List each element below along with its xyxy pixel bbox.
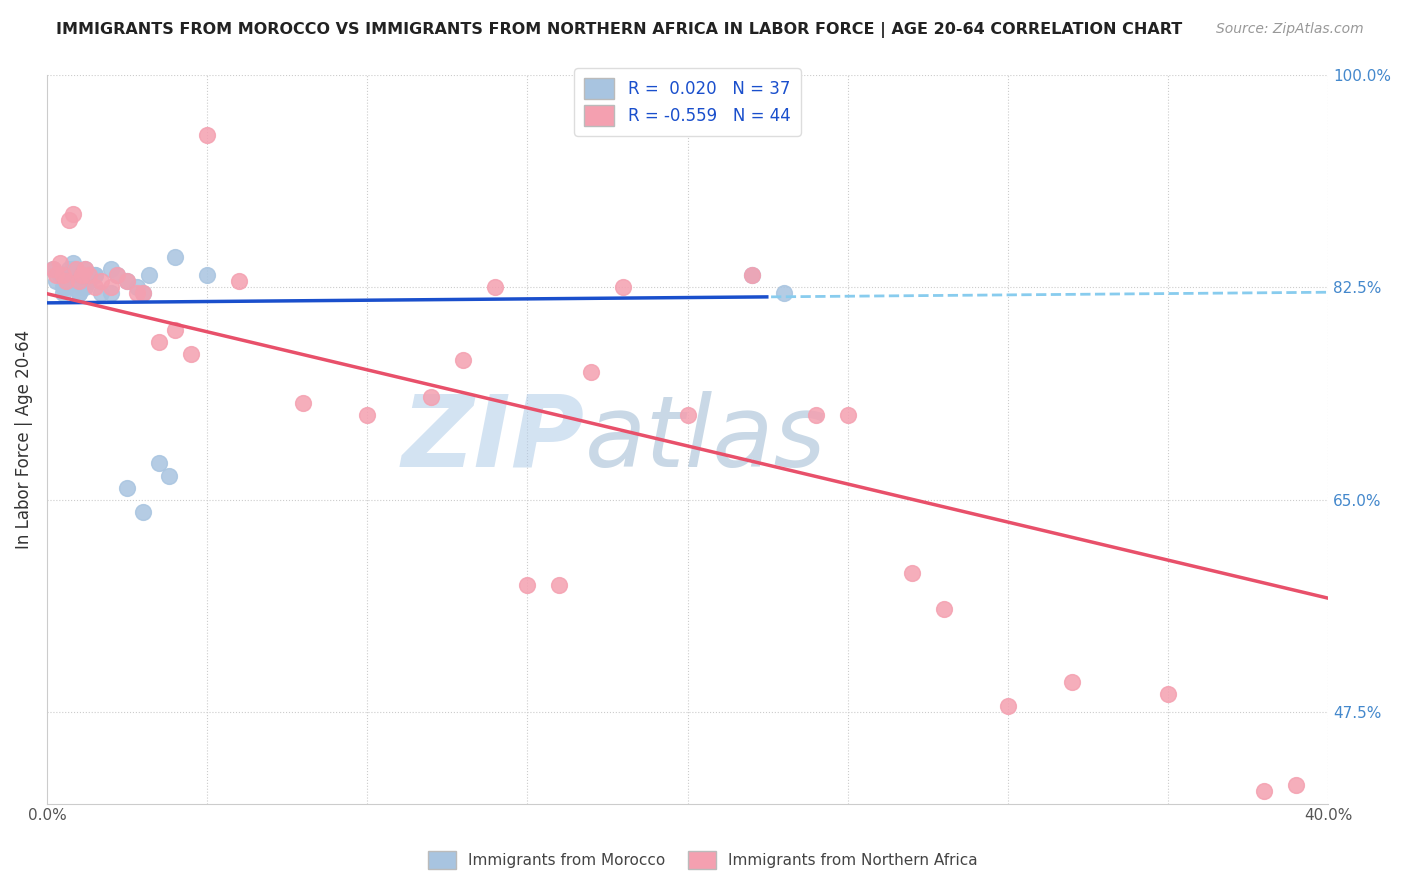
Point [115,481,138,495]
Point [548,578,571,592]
Point [837,408,859,422]
Point [100,262,122,277]
Point [42,262,65,277]
Point [125,286,148,301]
Point [55,280,77,294]
Point [772,286,794,301]
Point [292,395,315,409]
Point [420,390,443,404]
Point [132,505,155,519]
Point [62,256,84,270]
Point [62,262,84,277]
Point [58,262,80,277]
Point [163,323,186,337]
Point [75,280,97,294]
Point [1157,687,1180,701]
Point [58,213,80,227]
Point [77,268,100,282]
Point [90,286,112,301]
Text: ZIP: ZIP [402,391,585,488]
Point [70,268,93,282]
Point [900,566,922,580]
Point [62,207,84,221]
Text: IMMIGRANTS FROM MOROCCO VS IMMIGRANTS FROM NORTHERN AFRICA IN LABOR FORCE | AGE : IMMIGRANTS FROM MOROCCO VS IMMIGRANTS FR… [56,22,1182,38]
Point [75,262,97,277]
Point [741,268,763,282]
Point [356,408,378,422]
Point [932,602,955,616]
Point [70,280,93,294]
Point [100,280,122,294]
Point [90,274,112,288]
Text: Source: ZipAtlas.com: Source: ZipAtlas.com [1216,22,1364,37]
Point [55,274,77,288]
Point [45,274,67,288]
Point [45,268,67,282]
Point [138,268,160,282]
Point [65,274,87,288]
Point [148,456,170,470]
Point [100,286,122,301]
Point [195,128,218,143]
Point [105,268,128,282]
Point [84,268,107,282]
Point [163,250,186,264]
Point [132,286,155,301]
Point [1253,784,1275,798]
Point [75,262,97,277]
Point [52,268,75,282]
Point [157,468,180,483]
Legend: Immigrants from Morocco, Immigrants from Northern Africa: Immigrants from Morocco, Immigrants from… [422,845,984,875]
Point [77,274,100,288]
Point [484,280,506,294]
Point [676,408,699,422]
Legend: R =  0.020   N = 37, R = -0.559   N = 44: R = 0.020 N = 37, R = -0.559 N = 44 [575,69,800,136]
Point [228,274,250,288]
Y-axis label: In Labor Force | Age 20-64: In Labor Force | Age 20-64 [15,329,32,549]
Point [65,274,87,288]
Point [180,347,202,361]
Point [148,334,170,349]
Point [67,286,90,301]
Point [48,268,70,282]
Text: atlas: atlas [585,391,827,488]
Point [125,280,148,294]
Point [612,280,634,294]
Point [132,286,155,301]
Point [195,268,218,282]
Point [105,268,128,282]
Point [67,274,90,288]
Point [997,699,1019,714]
Point [84,268,107,282]
Point [1060,675,1083,690]
Point [516,578,538,592]
Point [55,274,77,288]
Point [52,286,75,301]
Point [115,274,138,288]
Point [581,365,603,379]
Point [52,280,75,294]
Point [804,408,827,422]
Point [67,286,90,301]
Point [115,274,138,288]
Point [65,262,87,277]
Point [48,256,70,270]
Point [84,280,107,294]
Point [1285,778,1308,792]
Point [453,353,475,368]
Point [741,268,763,282]
Point [42,262,65,277]
Point [58,268,80,282]
